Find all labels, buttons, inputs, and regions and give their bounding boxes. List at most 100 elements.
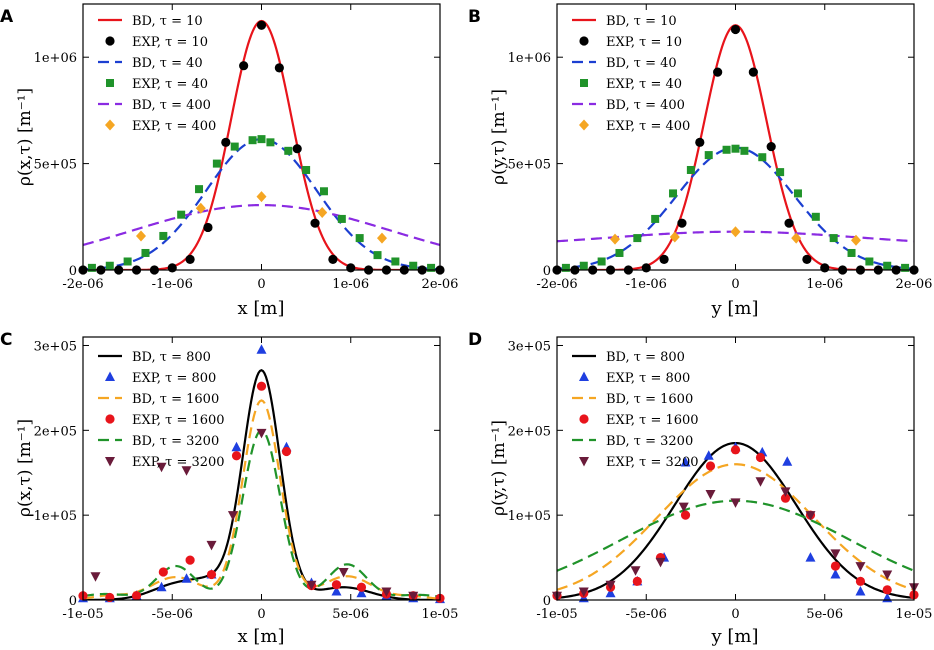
panel-d-ticks: -1e-05 -5e-06 0 5e-06 1e-05 0 1e+05 2e+05 3e+05 <box>508 337 932 622</box>
data-point <box>784 218 794 228</box>
data-point <box>90 572 101 582</box>
x-tick-label: -5e-06 <box>626 607 667 622</box>
legend-label: BD, τ = 800 <box>606 350 685 365</box>
y-tick-label: 1e+06 <box>508 51 551 66</box>
legend-swatch <box>579 414 589 424</box>
data-point <box>780 487 791 497</box>
legend-label: BD, τ = 1600 <box>606 392 693 407</box>
panel-a-legend: BD, τ = 10 EXP, τ = 10 BD, τ = 40 EXP, τ = … <box>98 14 216 134</box>
data-point <box>159 231 168 240</box>
panel-a-letter: A <box>0 7 14 27</box>
data-point <box>227 511 238 521</box>
data-point <box>221 137 231 147</box>
data-point <box>610 233 621 245</box>
data-point <box>731 144 740 153</box>
y-tick-label: 3e+05 <box>508 339 551 354</box>
panel-b-ylabel: ρ(y,τ) [m⁻¹] <box>489 89 509 185</box>
data-point <box>615 248 624 257</box>
y-tick-label: 1e+05 <box>34 509 77 524</box>
legend-item: EXP, τ = 800 <box>105 371 216 386</box>
y-tick-label: 2e+05 <box>508 424 551 439</box>
data-point <box>376 232 387 244</box>
x-tick-label: 5e-06 <box>806 607 843 622</box>
panel-d-frame <box>556 336 915 601</box>
legend-label: EXP, τ = 800 <box>606 371 690 386</box>
panel-d-letter: D <box>468 330 482 350</box>
legend-label: BD, τ = 400 <box>132 98 211 113</box>
data-point <box>331 580 342 590</box>
panel-c-xlabel: x [m] <box>238 626 285 647</box>
data-point <box>632 576 642 586</box>
data-point <box>346 263 356 273</box>
data-point <box>641 263 651 273</box>
data-point <box>791 232 802 244</box>
panel-b-xlabel: y [m] <box>710 298 758 319</box>
data-point <box>578 587 589 598</box>
legend-label: EXP, τ = 10 <box>132 35 208 50</box>
data-point <box>195 202 206 214</box>
x-tick-label: 2e-06 <box>422 277 459 292</box>
data-point <box>256 428 267 439</box>
legend-item: BD, τ = 10 <box>572 14 677 29</box>
data-point <box>302 165 311 174</box>
legend-item: EXP, τ = 10 <box>579 35 682 50</box>
series-line <box>83 138 440 270</box>
legend-swatch <box>105 371 115 381</box>
data-point <box>829 234 838 243</box>
data-point <box>865 257 874 266</box>
legend-label: EXP, τ = 10 <box>606 35 682 50</box>
data-point <box>181 466 192 476</box>
data-point <box>677 218 687 228</box>
legend-label: EXP, τ = 3200 <box>606 455 699 470</box>
panel-d: D -1e-05 -5e-06 0 5e-06 1e-05 0 1e+05 2e+05 3e+0… <box>468 330 932 647</box>
data-point <box>156 581 167 592</box>
data-point <box>156 462 167 473</box>
legend-item: EXP, τ = 1600 <box>105 413 225 428</box>
legend-item: BD, τ = 1600 <box>572 392 693 407</box>
data-point <box>306 580 317 591</box>
panel-d-xlabel: y [m] <box>710 626 758 647</box>
panel-d-series <box>552 441 919 603</box>
data-point <box>793 189 802 198</box>
series-line <box>557 463 914 591</box>
panel-c-ticks: -1e-05 -5e-06 0 5e-06 1e-05 0 1e+05 2e+05 3e+05 <box>34 337 458 622</box>
legend-item: BD, τ = 40 <box>98 56 203 71</box>
data-point <box>281 446 292 457</box>
data-point <box>883 261 892 270</box>
data-point <box>181 573 192 583</box>
legend-label: EXP, τ = 40 <box>132 77 208 92</box>
data-point <box>158 567 168 577</box>
data-point <box>256 20 267 30</box>
data-point <box>381 587 392 598</box>
data-point <box>356 582 367 592</box>
legend-item: EXP, τ = 40 <box>580 77 682 92</box>
data-point <box>177 210 186 219</box>
data-point <box>231 441 242 452</box>
x-tick-label: 1e-06 <box>806 277 843 292</box>
legend-label: BD, τ = 400 <box>606 98 685 113</box>
panel-b: B -2e-06 -1e-06 0 1e-06 2e-06 0 5e+05 1e+06 BD,… <box>468 3 932 319</box>
data-point <box>206 569 217 580</box>
data-point <box>730 226 741 238</box>
data-point <box>755 477 766 487</box>
legend-swatch <box>579 457 589 467</box>
data-point <box>766 141 776 152</box>
data-point <box>780 493 791 503</box>
data-point <box>409 261 418 270</box>
data-point <box>231 451 242 461</box>
data-point <box>328 254 338 264</box>
data-point <box>782 456 793 466</box>
data-point <box>317 207 328 219</box>
legend-swatch <box>579 36 589 46</box>
legend-label: BD, τ = 3200 <box>132 434 219 449</box>
series-line <box>83 204 440 246</box>
data-point <box>337 214 346 223</box>
legend-item: BD, τ = 40 <box>572 56 677 71</box>
data-point <box>561 263 570 272</box>
data-point <box>669 231 680 243</box>
legend-label: BD, τ = 1600 <box>132 392 219 407</box>
legend-item: EXP, τ = 800 <box>579 371 690 386</box>
data-point <box>206 540 217 551</box>
data-point <box>427 263 436 272</box>
